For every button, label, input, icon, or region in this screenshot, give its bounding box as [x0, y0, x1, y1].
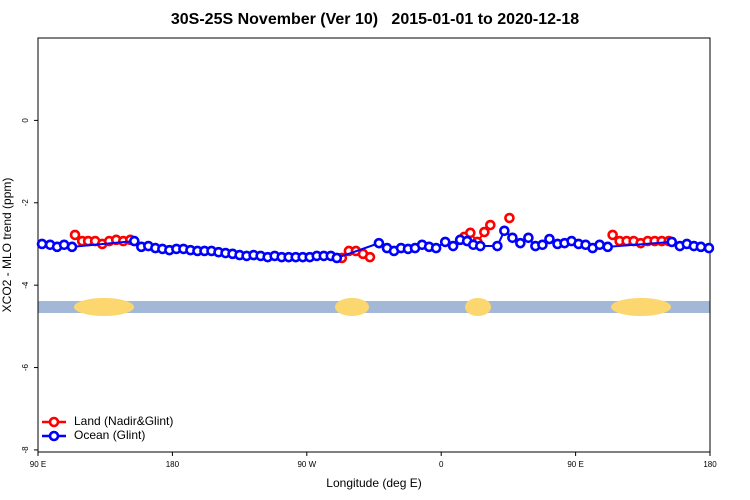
y-tick-label: -6: [21, 363, 30, 371]
data-point: [594, 239, 605, 251]
y-tick-label: -4: [21, 281, 30, 289]
y-tick-label: 0: [21, 118, 30, 123]
data-point: [607, 229, 618, 241]
data-point: [475, 240, 486, 252]
data-point: [703, 242, 715, 254]
data-point: [69, 229, 81, 241]
land-patch: [335, 298, 369, 316]
chart-title: 30S-25S November (Ver 10) 2015-01-01 to …: [171, 11, 579, 28]
y-tick-label: -2: [21, 199, 30, 207]
data-point: [447, 240, 459, 252]
data-point: [515, 237, 526, 249]
x-axis-label: Longitude (deg E): [326, 476, 421, 490]
legend-text: Ocean (Glint): [74, 428, 145, 442]
data-point: [439, 236, 451, 248]
data-point: [479, 226, 490, 238]
data-point: [544, 233, 555, 245]
y-axis-label: XCO2 - MLO trend (ppm): [0, 178, 14, 313]
data-point: [430, 242, 442, 254]
ocean-strip: [38, 301, 710, 313]
data-point: [602, 241, 614, 253]
data-point: [523, 232, 534, 244]
data-point: [666, 236, 678, 248]
data-point: [485, 219, 496, 231]
x-tick-label: 180: [166, 460, 180, 469]
data-point: [537, 239, 548, 251]
data-point: [129, 235, 140, 247]
data-point: [499, 225, 510, 237]
data-point: [331, 252, 343, 264]
data-point: [465, 227, 476, 239]
x-tick-label: 90 E: [30, 460, 46, 469]
x-tick-label: 0: [439, 460, 444, 469]
y-tick-label: -8: [21, 446, 30, 454]
legend-marker: [48, 416, 60, 428]
x-tick-label: 180: [703, 460, 717, 469]
data-point: [373, 237, 385, 249]
legend-text: Land (Nadir&Glint): [74, 414, 173, 428]
x-tick-label: 90 E: [567, 460, 583, 469]
legend-marker: [48, 430, 60, 442]
land-patch: [465, 298, 491, 316]
data-point: [504, 212, 515, 224]
data-point: [36, 238, 48, 250]
land-patch: [611, 298, 671, 316]
data-point: [492, 240, 503, 252]
surface-strip: [38, 298, 710, 316]
land-patch: [74, 298, 134, 316]
data-point: [66, 241, 78, 253]
data-point: [695, 241, 707, 253]
data-point: [507, 232, 518, 244]
x-tick-label: 90 W: [297, 460, 316, 469]
data-point: [364, 251, 376, 263]
